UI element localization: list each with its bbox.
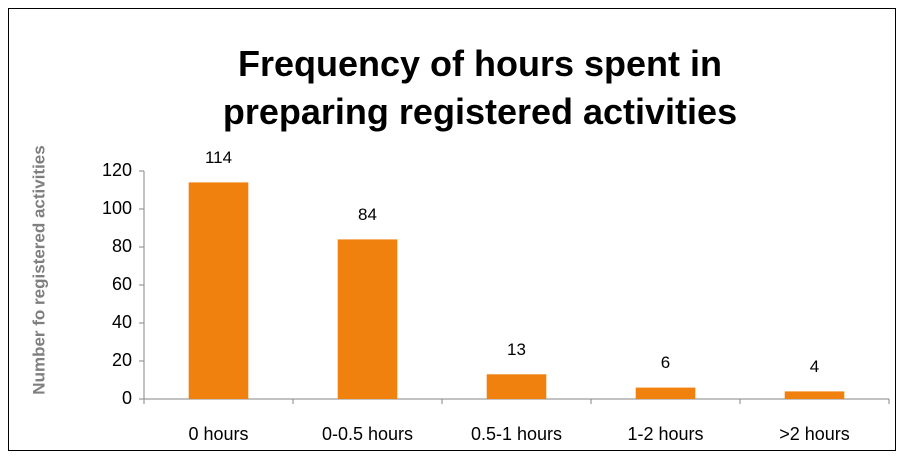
data-label: 4: [810, 357, 819, 376]
y-tick-label: 0: [122, 388, 132, 408]
bar: [486, 374, 547, 399]
x-tick-label: >2 hours: [779, 424, 850, 444]
y-tick-label: 40: [112, 312, 132, 332]
bar: [188, 182, 249, 399]
y-axis-label: Number fo registered activities: [29, 145, 48, 394]
x-tick-label: 0-0.5 hours: [322, 424, 413, 444]
chart-title: Frequency of hours spent in preparing re…: [222, 43, 738, 132]
bar: [635, 387, 696, 399]
y-tick-label: 60: [112, 274, 132, 294]
bar: [784, 391, 845, 399]
x-tick-label: 0 hours: [188, 424, 248, 444]
data-label: 114: [205, 148, 232, 167]
y-tick-label: 100: [102, 198, 132, 218]
x-tick-label: 0.5-1 hours: [471, 424, 562, 444]
data-label: 13: [507, 340, 526, 359]
y-tick-label: 120: [102, 160, 132, 180]
y-tick-label: 80: [112, 236, 132, 256]
bar: [337, 239, 398, 399]
chart-border: [8, 8, 896, 451]
data-label: 84: [358, 205, 377, 224]
y-tick-label: 20: [112, 350, 132, 370]
data-label: 6: [661, 353, 670, 372]
x-tick-label: 1-2 hours: [627, 424, 703, 444]
